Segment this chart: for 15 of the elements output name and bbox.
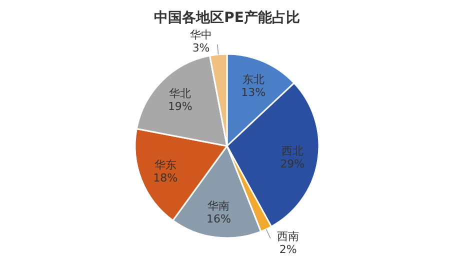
data-label: 29% bbox=[280, 157, 305, 170]
data-label: 16% bbox=[206, 212, 231, 226]
data-label: 3% bbox=[192, 41, 210, 54]
data-label: 18% bbox=[153, 171, 178, 184]
slice-label: 东北 bbox=[242, 73, 264, 86]
slice-label: 西北 bbox=[281, 144, 304, 158]
data-label: 2% bbox=[279, 242, 297, 256]
slice-label: 华北 bbox=[169, 87, 192, 100]
slice-label: 华南 bbox=[208, 200, 230, 213]
chart-title: 中国各地区PE产能占比 bbox=[154, 9, 300, 26]
data-label: 13% bbox=[241, 86, 266, 100]
slice-label: 华中 bbox=[190, 28, 212, 42]
slice-label: 华东 bbox=[154, 158, 176, 172]
data-label: 19% bbox=[168, 100, 192, 114]
slice-label: 西南 bbox=[277, 230, 300, 243]
